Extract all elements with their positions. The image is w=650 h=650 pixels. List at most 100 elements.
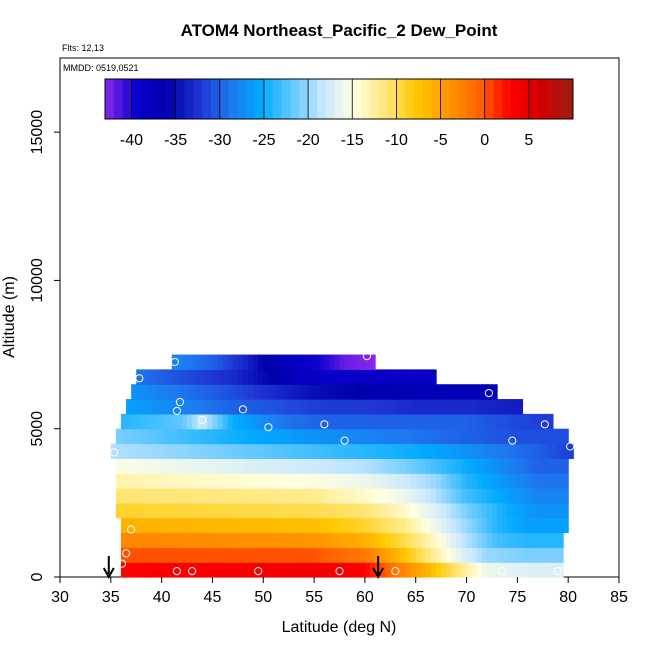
heatmap-cell [364,473,371,489]
heatmap-cell [293,443,300,459]
heatmap-cell [187,547,193,563]
heatmap-cell [441,562,447,578]
heatmap-cell [217,384,224,400]
heatmap-cell [451,428,457,445]
heatmap-cell [400,413,407,430]
heatmap-cell [283,488,290,504]
heatmap-cell [288,428,295,445]
heatmap-cell [324,517,330,534]
heatmap-cell [303,384,310,400]
heatmap-cell [339,547,346,563]
heatmap-cell [187,517,193,534]
heatmap-cell [309,502,315,519]
heatmap-cell [415,517,422,534]
heatmap-cell [334,473,341,489]
colorbar-cell [290,79,300,119]
colorbar-cell [202,79,212,119]
heatmap-cell [120,443,127,459]
heatmap-cell [237,562,244,578]
heatmap-cell [131,458,137,474]
heatmap-cell [425,488,432,504]
heatmap-cell [441,488,447,504]
heatmap-cell [314,502,320,519]
colorbar-cell [422,79,433,119]
colorbar-cell [475,79,486,119]
heatmap-cell [400,458,407,474]
heatmap-cell [369,354,376,370]
heatmap-cell [415,428,422,445]
heatmap-cell [456,547,463,563]
heatmap-cell [344,384,351,400]
heatmap-cell [217,517,224,534]
heatmap-cell [171,562,178,578]
heatmap-cell [263,547,269,563]
heatmap-cell [410,369,417,385]
heatmap-cell [314,384,320,400]
observation-point [340,436,349,445]
heatmap-cell [369,369,376,385]
heatmap-cell [507,502,513,519]
heatmap-cell [273,354,280,370]
heatmap-cell [293,413,300,430]
heatmap-cell [278,399,285,415]
heatmap-cell [237,502,244,519]
heatmap-cell [532,488,539,504]
heatmap-cell [136,488,142,504]
observation-point [498,567,507,576]
heatmap-cell [390,413,396,430]
heatmap-cell [491,473,498,489]
heatmap-cell [187,384,193,400]
heatmap-cell [207,562,214,578]
arrow-head [102,567,115,580]
heatmap-cell [451,547,457,563]
heatmap-cell [563,473,569,489]
heatmap-cell [227,354,234,370]
heatmap-cell [263,413,269,430]
observation-point [254,567,263,576]
heatmap-cell [405,369,412,385]
heatmap-cell [420,562,427,578]
heatmap-cell [309,413,315,430]
heatmap-cell [461,384,468,400]
heatmap-cell [344,354,351,370]
heatmap-cell [491,428,498,445]
heatmap-cell [395,532,402,548]
heatmap-cell [476,473,483,489]
heatmap-cell [298,384,305,400]
heatmap-cell [517,562,524,578]
heatmap-cell [364,354,371,370]
heatmap-cell [303,473,310,489]
heatmap-cell [471,458,478,474]
heatmap-cell [181,502,188,519]
heatmap-cell [436,413,442,430]
heatmap-cell [309,354,315,370]
heatmap-cell [293,354,300,370]
heatmap-cell [197,354,203,370]
heatmap-cell [258,517,264,534]
heatmap-cell [339,488,346,504]
heatmap-cell [146,384,153,400]
heatmap-cell [507,562,513,578]
heatmap-cell [273,547,280,563]
heatmap-cell [126,502,132,519]
heatmap-cell [502,458,508,474]
heatmap-cell [131,428,137,445]
heatmap-cell [248,413,254,430]
heatmap-cell [522,562,529,578]
heatmap-cell [537,562,544,578]
heatmap-cell [166,369,173,385]
heatmap-cell [222,458,229,474]
heatmap-cell [456,443,463,459]
colorbar-cell [405,79,415,119]
heatmap-cell [359,547,366,563]
heatmap-cell [547,502,554,519]
heatmap-cell [126,532,132,548]
heatmap-cell [197,517,203,534]
heatmap-cell [136,517,142,534]
observation-point [127,525,136,534]
heatmap-cell [242,532,249,548]
heatmap-cell [354,413,361,430]
heatmap-cell [136,443,142,459]
heatmap-cell [298,443,305,459]
